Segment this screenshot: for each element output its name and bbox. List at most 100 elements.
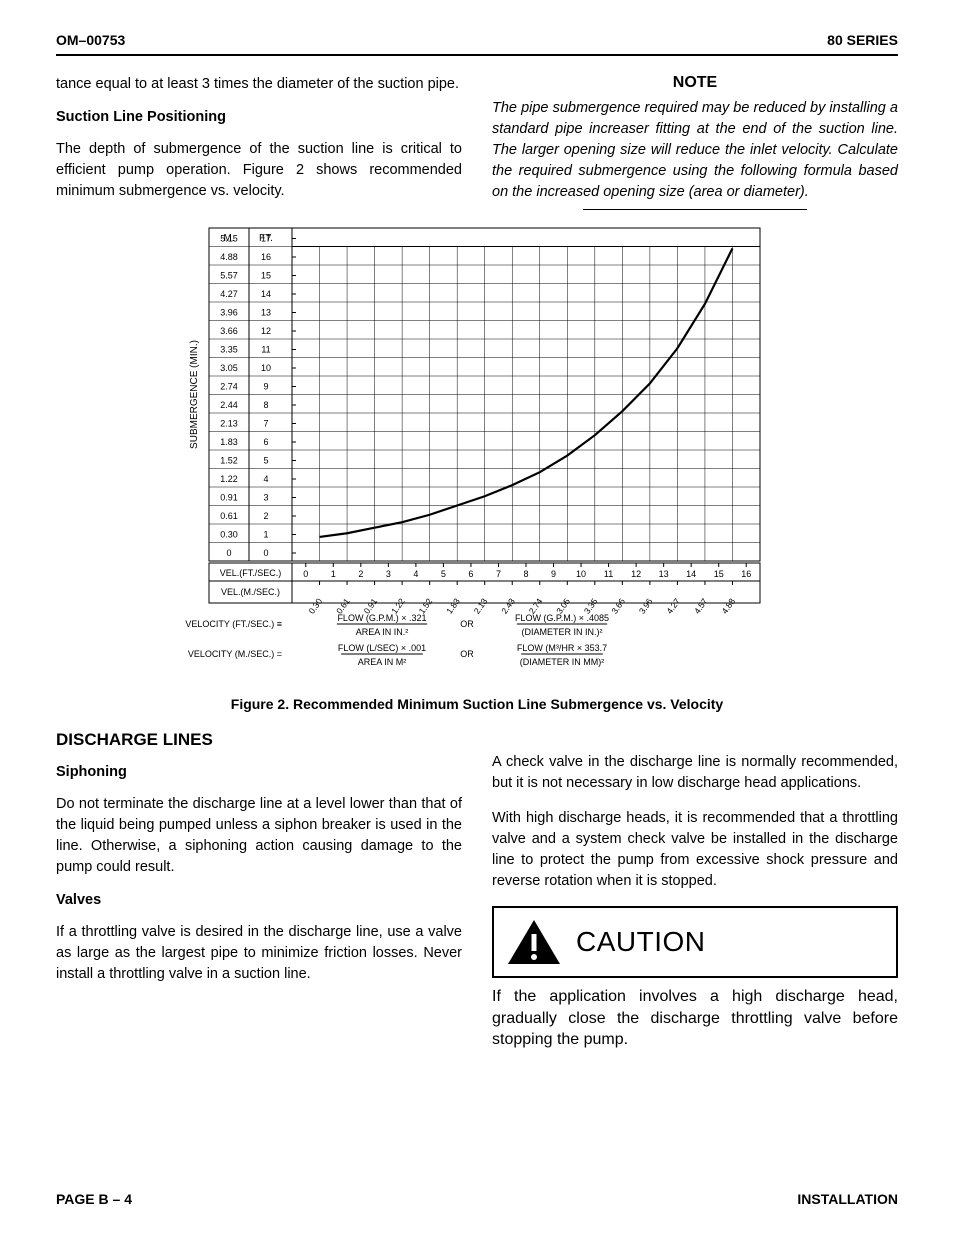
svg-text:13: 13 bbox=[659, 569, 669, 579]
svg-text:4: 4 bbox=[413, 569, 418, 579]
svg-text:0: 0 bbox=[263, 548, 268, 558]
svg-text:10: 10 bbox=[261, 363, 271, 373]
para-valves: If a throttling valve is desired in the … bbox=[56, 922, 462, 985]
svg-text:12: 12 bbox=[631, 569, 641, 579]
svg-text:6: 6 bbox=[468, 569, 473, 579]
warning-triangle-icon bbox=[506, 918, 562, 966]
note-divider bbox=[583, 209, 806, 210]
svg-text:1: 1 bbox=[263, 530, 268, 540]
svg-text:9: 9 bbox=[551, 569, 556, 579]
svg-text:3.05: 3.05 bbox=[220, 363, 238, 373]
svg-text:2: 2 bbox=[358, 569, 363, 579]
svg-text:1.83: 1.83 bbox=[444, 596, 462, 616]
svg-text:11: 11 bbox=[604, 569, 613, 579]
svg-text:(DIAMETER IN MM)²: (DIAMETER IN MM)² bbox=[520, 657, 605, 667]
svg-text:1.22: 1.22 bbox=[220, 474, 238, 484]
svg-text:3.96: 3.96 bbox=[637, 596, 655, 616]
svg-text:FLOW (L/SEC) × .001: FLOW (L/SEC) × .001 bbox=[338, 643, 426, 653]
svg-text:16: 16 bbox=[261, 252, 271, 262]
svg-text:2.74: 2.74 bbox=[220, 382, 238, 392]
svg-text:0: 0 bbox=[303, 569, 308, 579]
svg-text:SUBMERGENCE (MIN.): SUBMERGENCE (MIN.) bbox=[189, 340, 200, 449]
subhead-siphoning: Siphoning bbox=[56, 764, 462, 780]
svg-text:3.66: 3.66 bbox=[220, 326, 238, 336]
svg-text:(DIAMETER IN IN.)²: (DIAMETER IN IN.)² bbox=[522, 627, 603, 637]
doc-series: 80 SERIES bbox=[827, 32, 898, 48]
svg-text:1.83: 1.83 bbox=[220, 437, 238, 447]
doc-id: OM–00753 bbox=[56, 32, 125, 48]
svg-text:FLOW (G.P.M.) × .321: FLOW (G.P.M.) × .321 bbox=[337, 613, 426, 623]
svg-text:14: 14 bbox=[261, 289, 271, 299]
para-check-valve: A check valve in the discharge line is n… bbox=[492, 752, 898, 794]
svg-text:VEL.(M./SEC.): VEL.(M./SEC.) bbox=[221, 587, 280, 597]
svg-text:8: 8 bbox=[263, 400, 268, 410]
svg-text:4.57: 4.57 bbox=[692, 596, 710, 616]
svg-text:3: 3 bbox=[386, 569, 391, 579]
svg-text:2.13: 2.13 bbox=[472, 596, 490, 616]
submergence-chart: M.FT.5.15174.88165.57154.27143.96133.661… bbox=[182, 220, 772, 690]
svg-text:7: 7 bbox=[496, 569, 501, 579]
svg-text:11: 11 bbox=[261, 345, 270, 355]
note-heading: NOTE bbox=[492, 74, 898, 92]
svg-text:0.30: 0.30 bbox=[306, 596, 324, 616]
svg-text:VEL.(FT./SEC.): VEL.(FT./SEC.) bbox=[220, 568, 282, 578]
svg-text:AREA IN M²: AREA IN M² bbox=[358, 657, 407, 667]
page-header: OM–00753 80 SERIES bbox=[56, 32, 898, 56]
page-number: PAGE B – 4 bbox=[56, 1191, 132, 1207]
subhead-valves: Valves bbox=[56, 892, 462, 908]
svg-text:3.35: 3.35 bbox=[220, 345, 238, 355]
caution-body-text: If the application involves a high disch… bbox=[492, 986, 898, 1051]
svg-text:15: 15 bbox=[261, 271, 271, 281]
svg-text:17: 17 bbox=[261, 234, 271, 244]
note-body: The pipe submergence required may be red… bbox=[492, 98, 898, 203]
svg-text:3.96: 3.96 bbox=[220, 308, 238, 318]
svg-text:2: 2 bbox=[263, 511, 268, 521]
svg-text:4: 4 bbox=[263, 474, 268, 484]
section-name: INSTALLATION bbox=[797, 1191, 898, 1207]
svg-text:4.27: 4.27 bbox=[664, 596, 682, 616]
caution-box: CAUTION bbox=[492, 906, 898, 978]
svg-text:FLOW (G.P.M.) × .4085: FLOW (G.P.M.) × .4085 bbox=[515, 613, 609, 623]
svg-text:OR: OR bbox=[460, 619, 474, 629]
bottom-columns: DISCHARGE LINES Siphoning Do not termina… bbox=[56, 720, 898, 1051]
svg-text:8: 8 bbox=[523, 569, 528, 579]
svg-text:6: 6 bbox=[263, 437, 268, 447]
svg-text:AREA IN IN.²: AREA IN IN.² bbox=[356, 627, 409, 637]
svg-text:FLOW (M³/HR × 353.7: FLOW (M³/HR × 353.7 bbox=[517, 643, 607, 653]
svg-text:0.30: 0.30 bbox=[220, 530, 238, 540]
caution-label: CAUTION bbox=[576, 926, 706, 958]
subhead-suction-positioning: Suction Line Positioning bbox=[56, 109, 462, 125]
svg-text:2.13: 2.13 bbox=[220, 419, 238, 429]
svg-text:5: 5 bbox=[263, 456, 268, 466]
top-columns: tance equal to at least 3 times the diam… bbox=[56, 74, 898, 216]
svg-text:1.52: 1.52 bbox=[220, 456, 238, 466]
svg-text:3.66: 3.66 bbox=[609, 596, 627, 616]
svg-text:5.15: 5.15 bbox=[220, 234, 238, 244]
svg-text:4.88: 4.88 bbox=[220, 252, 238, 262]
svg-text:5: 5 bbox=[441, 569, 446, 579]
page-footer: PAGE B – 4 INSTALLATION bbox=[56, 1191, 898, 1207]
para-high-head: With high discharge heads, it is recomme… bbox=[492, 808, 898, 892]
svg-text:13: 13 bbox=[261, 308, 271, 318]
svg-text:10: 10 bbox=[576, 569, 586, 579]
svg-text:OR: OR bbox=[460, 649, 474, 659]
svg-text:VELOCITY (FT./SEC.) ≡: VELOCITY (FT./SEC.) ≡ bbox=[185, 619, 282, 629]
section-discharge-lines: DISCHARGE LINES bbox=[56, 730, 462, 750]
svg-text:4.88: 4.88 bbox=[719, 596, 737, 616]
svg-text:0: 0 bbox=[226, 548, 231, 558]
svg-text:9: 9 bbox=[263, 382, 268, 392]
para-siphoning: Do not terminate the discharge line at a… bbox=[56, 794, 462, 878]
svg-text:VELOCITY (M./SEC.) =: VELOCITY (M./SEC.) = bbox=[188, 649, 282, 659]
svg-text:1: 1 bbox=[331, 569, 336, 579]
para-submergence: The depth of submergence of the suction … bbox=[56, 139, 462, 202]
svg-text:16: 16 bbox=[741, 569, 751, 579]
svg-text:15: 15 bbox=[714, 569, 724, 579]
svg-text:7: 7 bbox=[263, 419, 268, 429]
svg-text:2.44: 2.44 bbox=[220, 400, 238, 410]
svg-text:3: 3 bbox=[263, 493, 268, 503]
svg-text:5.57: 5.57 bbox=[220, 271, 238, 281]
figure-caption: Figure 2. Recommended Minimum Suction Li… bbox=[56, 696, 898, 712]
svg-text:14: 14 bbox=[686, 569, 696, 579]
figure-2: M.FT.5.15174.88165.57154.27143.96133.661… bbox=[56, 220, 898, 690]
svg-text:4.27: 4.27 bbox=[220, 289, 238, 299]
